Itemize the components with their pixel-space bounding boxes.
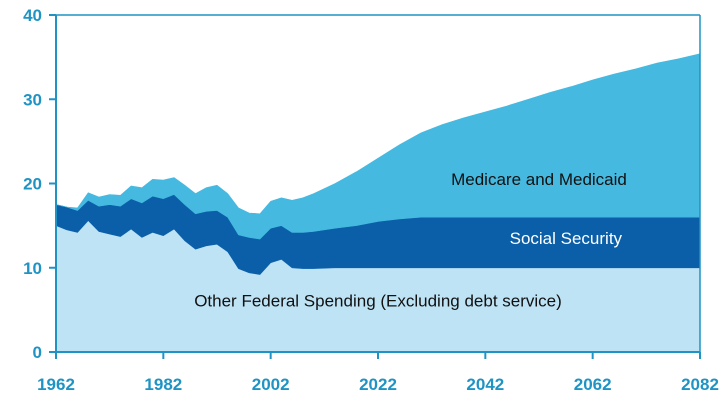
y-tick-label: 30 [23,90,42,109]
x-tick-label: 2002 [252,375,290,394]
x-tick-label: 1962 [37,375,75,394]
y-tick-label: 10 [23,259,42,278]
axes [49,14,701,359]
x-tick-label: 2022 [359,375,397,394]
x-tick-label: 1982 [144,375,182,394]
area-label: Medicare and Medicaid [451,170,627,189]
x-tick-label: 2062 [574,375,612,394]
x-tick-label: 2042 [466,375,504,394]
area-series-group [55,53,701,353]
area-labels: Medicare and Medicaid Social Security Othe… [194,170,627,310]
area-label: Other Federal Spending (Excluding debt s… [194,292,562,311]
x-tick-label: 2082 [681,375,719,394]
y-tick-label: 20 [23,175,42,194]
y-tick-label: 0 [33,343,42,362]
area-label: Social Security [510,229,623,248]
y-tick-label: 40 [23,6,42,25]
tick-labels: 0 10 20 30 40 1962 1982 2002 2022 2042 2062 2082 [23,6,719,394]
